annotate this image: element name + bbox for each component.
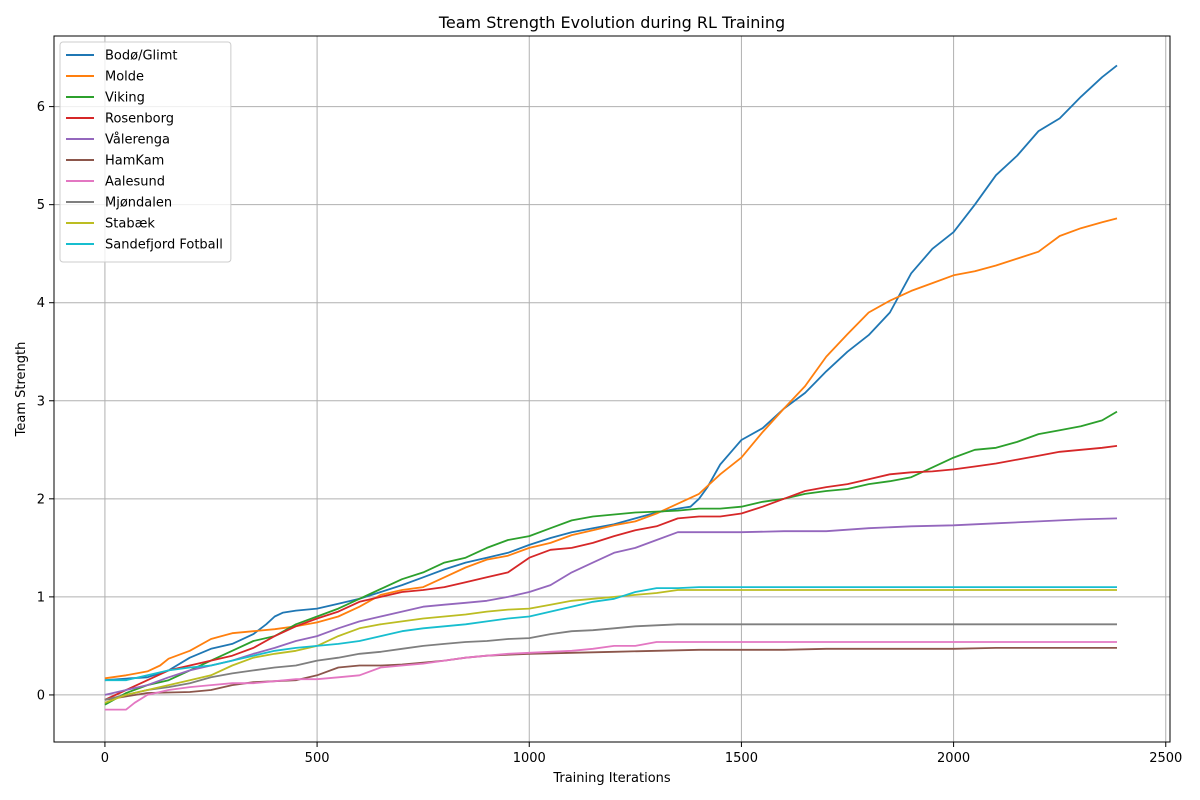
x-tick-label: 500 [305,751,330,766]
series-line-bod-glimt [104,64,1118,682]
y-tick-label: 4 [37,296,45,311]
x-axis-label: Training Iterations [552,771,671,786]
plot-frame [53,35,1171,743]
axis-ticks: 0 500 1000 1500 2000 2500 0 1 2 3 4 5 6 [37,100,1183,766]
legend-label-hamkam: HamKam [105,154,164,169]
legend-label-rosenborg: Rosenborg [105,112,174,127]
legend-label-valerenga: Vålerenga [105,133,170,148]
series-line-aalesund [104,641,1117,711]
legend-label-molde: Molde [105,70,144,85]
y-tick-label: 5 [37,198,45,213]
x-tick-label: 0 [101,751,109,766]
y-axis-label: Team Strength [14,342,29,438]
series-line-molde [104,217,1118,680]
legend-box [59,41,232,263]
y-tick-label: 1 [37,590,45,605]
y-tick-label: 3 [37,394,45,409]
series-line-sandefjord-fotball [104,586,1117,682]
series-lines [104,64,1118,711]
x-tick-label: 2500 [1149,751,1182,766]
y-tick-label: 2 [37,492,45,507]
legend-label-viking: Viking [105,91,145,106]
legend-label-stab-k: Stabæk [105,217,155,232]
legend-label-sandefjord-fotball: Sandefjord Fotball [105,238,223,253]
y-tick-label: 0 [37,688,45,703]
legend-label-bod-glimt: Bodø/Glimt [105,49,178,64]
series-line-stab-k [104,589,1117,704]
x-tick-label: 2000 [937,751,970,766]
legend: Bodø/Glimt Molde Viking Rosenborg Vålerenga H… [59,41,232,263]
legend-label-mj-ndalen: Mjøndalen [105,196,172,211]
chart-title: Team Strength Evolution during RL Traini… [438,13,785,32]
x-tick-label: 1500 [725,751,758,766]
y-tick-label: 6 [37,100,45,115]
series-line-mj-ndalen [104,623,1117,701]
x-tick-label: 1000 [513,751,546,766]
legend-label-aalesund: Aalesund [105,175,165,190]
series-line-rosenborg [104,445,1118,701]
